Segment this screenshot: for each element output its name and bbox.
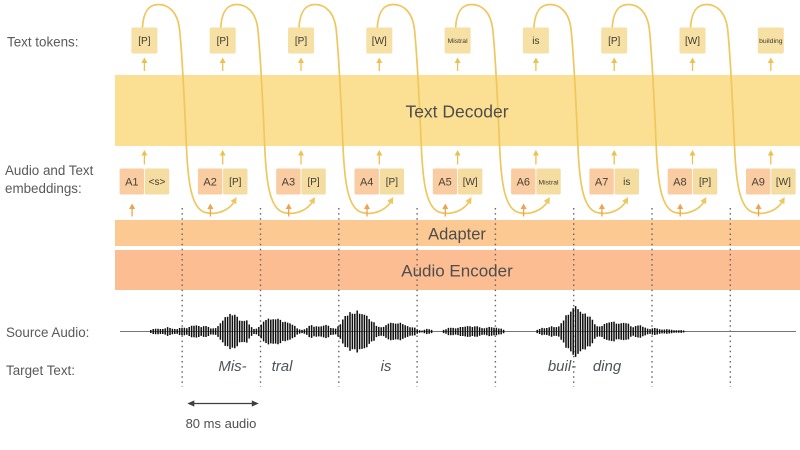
svg-text:Audio Encoder: Audio Encoder: [401, 262, 513, 281]
svg-text:Text Decoder: Text Decoder: [405, 102, 508, 122]
svg-text:buil-: buil-: [548, 358, 576, 375]
svg-text:building: building: [759, 38, 783, 45]
svg-text:is: is: [623, 177, 630, 188]
svg-text:A8: A8: [673, 177, 686, 189]
svg-text:Target Text:: Target Text:: [6, 363, 75, 378]
svg-text:is: is: [381, 358, 392, 375]
svg-text:A4: A4: [360, 177, 373, 189]
svg-text:tral: tral: [272, 358, 294, 375]
svg-text:[P]: [P]: [217, 36, 229, 47]
svg-text:is: is: [532, 36, 539, 47]
svg-text:Text tokens:: Text tokens:: [7, 35, 78, 50]
svg-text:A3: A3: [282, 177, 295, 189]
svg-text:A5: A5: [438, 177, 451, 189]
svg-text:[W]: [W]: [776, 177, 791, 188]
svg-text:A1: A1: [125, 177, 138, 189]
svg-text:[W]: [W]: [372, 36, 387, 47]
svg-text:[P]: [P]: [608, 36, 620, 47]
svg-text:[W]: [W]: [463, 177, 478, 188]
svg-text:Mistral: Mistral: [448, 38, 469, 45]
svg-text:[P]: [P]: [229, 177, 241, 188]
svg-text:A7: A7: [595, 177, 608, 189]
svg-text:Mistral: Mistral: [538, 180, 559, 187]
svg-text:Source Audio:: Source Audio:: [6, 325, 89, 340]
svg-text:[W]: [W]: [685, 36, 700, 47]
svg-text:Mis-: Mis-: [218, 358, 246, 375]
svg-text:[P]: [P]: [295, 36, 307, 47]
svg-text:A2: A2: [203, 177, 216, 189]
svg-text:<s>: <s>: [149, 177, 166, 188]
svg-text:[P]: [P]: [138, 36, 150, 47]
svg-text:[P]: [P]: [307, 177, 319, 188]
svg-text:embeddings:: embeddings:: [5, 181, 82, 196]
svg-text:A9: A9: [751, 177, 764, 189]
svg-text:[P]: [P]: [386, 177, 398, 188]
svg-text:A6: A6: [517, 177, 530, 189]
svg-text:Audio and Text: Audio and Text: [5, 163, 94, 178]
svg-text:[P]: [P]: [699, 177, 711, 188]
svg-text:ding: ding: [593, 358, 622, 375]
svg-text:80 ms audio: 80 ms audio: [186, 416, 257, 431]
svg-text:Adapter: Adapter: [428, 226, 486, 244]
